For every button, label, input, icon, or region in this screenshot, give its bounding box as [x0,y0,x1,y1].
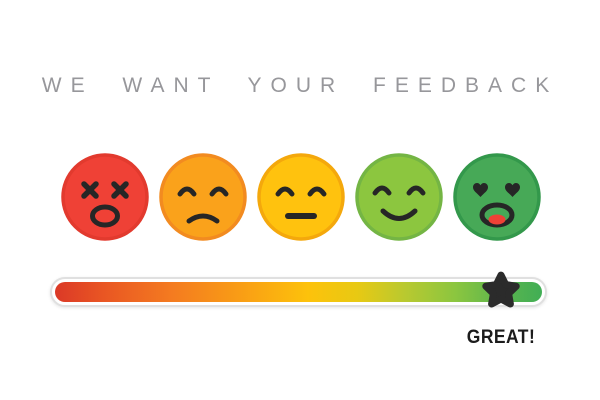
star-icon [481,271,520,308]
closed-eyes-and-smile [372,185,426,221]
page-title: WE WANT YOUR FEEDBACK [41,74,559,97]
closed-eyes-and-flat-mouth [275,186,327,219]
heart-eyes [473,183,520,197]
rating-option-terrible[interactable] [61,153,149,241]
rating-value-label: GREAT! [466,327,535,348]
closed-eyes-and-frown [177,186,229,224]
rating-gradient-bar [55,282,542,302]
x-eyes [81,181,129,199]
tongue [488,214,506,225]
rating-option-bad[interactable] [159,153,247,241]
star-slider-handle[interactable] [477,266,525,314]
rating-option-great[interactable] [453,153,541,241]
sad-face-icon [159,153,247,241]
happy-face-icon [355,153,443,241]
love-face-icon [453,153,541,241]
rating-slider-track[interactable]: GREAT! [50,271,547,348]
open-mouth [90,204,120,228]
rating-faces-row [61,153,541,241]
rating-option-okay[interactable] [257,153,345,241]
dead-face-icon [61,153,149,241]
rating-option-good[interactable] [355,153,443,241]
neutral-face-icon [257,153,345,241]
